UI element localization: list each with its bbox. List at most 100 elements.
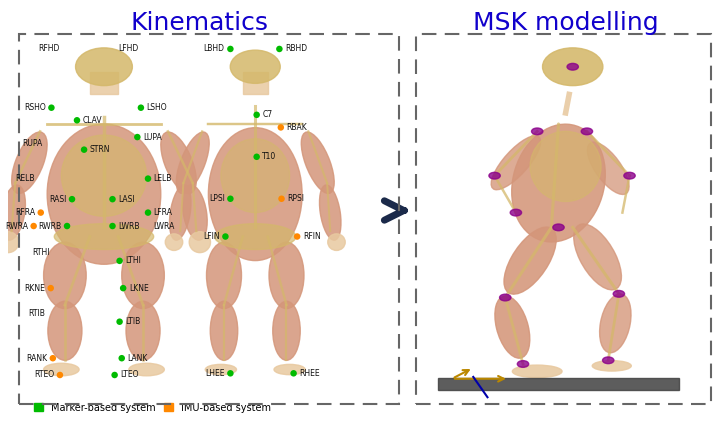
Text: LPSI: LPSI bbox=[209, 194, 225, 203]
Point bbox=[132, 134, 143, 141]
Ellipse shape bbox=[209, 128, 302, 261]
Point bbox=[106, 223, 118, 229]
Ellipse shape bbox=[513, 365, 562, 378]
Point bbox=[109, 372, 120, 378]
Point bbox=[220, 233, 232, 240]
Circle shape bbox=[603, 357, 614, 364]
Point bbox=[71, 117, 83, 124]
Ellipse shape bbox=[530, 131, 601, 202]
Circle shape bbox=[510, 209, 521, 216]
Ellipse shape bbox=[12, 132, 47, 194]
Text: RPSI: RPSI bbox=[287, 194, 304, 203]
Point bbox=[28, 223, 40, 229]
Ellipse shape bbox=[221, 139, 290, 213]
Text: RANK: RANK bbox=[26, 354, 47, 363]
Point bbox=[61, 223, 73, 229]
Text: LUPA: LUPA bbox=[143, 133, 162, 141]
Circle shape bbox=[567, 64, 578, 70]
Point bbox=[114, 258, 125, 264]
Point bbox=[275, 124, 287, 131]
Ellipse shape bbox=[301, 132, 334, 194]
Text: LFRA: LFRA bbox=[154, 208, 173, 217]
Ellipse shape bbox=[126, 301, 160, 360]
Ellipse shape bbox=[495, 296, 530, 358]
Point bbox=[45, 285, 57, 291]
Circle shape bbox=[624, 172, 635, 179]
Point bbox=[35, 209, 47, 216]
Text: RFIN: RFIN bbox=[303, 232, 321, 241]
Ellipse shape bbox=[122, 242, 165, 309]
Point bbox=[276, 195, 288, 202]
FancyBboxPatch shape bbox=[438, 378, 679, 390]
Ellipse shape bbox=[269, 242, 304, 309]
Text: LWRA: LWRA bbox=[154, 221, 175, 231]
Text: C7: C7 bbox=[262, 110, 273, 119]
Text: LFIN: LFIN bbox=[203, 232, 220, 241]
Text: LBHD: LBHD bbox=[203, 45, 225, 53]
Circle shape bbox=[489, 172, 500, 179]
Text: LWRB: LWRB bbox=[118, 221, 139, 231]
Point bbox=[142, 209, 154, 216]
Ellipse shape bbox=[170, 185, 191, 240]
Ellipse shape bbox=[0, 232, 19, 253]
Text: LTEO: LTEO bbox=[120, 370, 139, 379]
Point bbox=[116, 355, 127, 362]
Point bbox=[288, 370, 299, 377]
Point bbox=[251, 112, 262, 118]
Text: RASI: RASI bbox=[49, 195, 66, 204]
Point bbox=[46, 104, 58, 111]
Ellipse shape bbox=[129, 363, 165, 376]
Text: CLAV: CLAV bbox=[83, 116, 102, 125]
Text: RTIB: RTIB bbox=[28, 309, 45, 318]
Ellipse shape bbox=[210, 301, 238, 360]
Circle shape bbox=[581, 128, 592, 135]
Text: LHEE: LHEE bbox=[205, 369, 225, 378]
Ellipse shape bbox=[504, 227, 557, 294]
Ellipse shape bbox=[47, 124, 161, 264]
Ellipse shape bbox=[206, 242, 242, 309]
Ellipse shape bbox=[215, 224, 296, 250]
Ellipse shape bbox=[44, 363, 79, 376]
Point bbox=[47, 355, 58, 362]
Text: STRN: STRN bbox=[90, 145, 110, 154]
Text: RKNE: RKNE bbox=[24, 284, 45, 293]
Circle shape bbox=[500, 294, 511, 301]
Text: LSHO: LSHO bbox=[147, 103, 168, 112]
Ellipse shape bbox=[319, 185, 341, 240]
Ellipse shape bbox=[592, 361, 631, 371]
Ellipse shape bbox=[328, 234, 345, 250]
Text: LTIB: LTIB bbox=[125, 317, 140, 326]
Text: LASI: LASI bbox=[118, 195, 134, 204]
Ellipse shape bbox=[205, 364, 237, 375]
Ellipse shape bbox=[600, 294, 631, 353]
Text: LFHD: LFHD bbox=[118, 45, 139, 53]
Point bbox=[224, 370, 236, 377]
Point bbox=[291, 233, 303, 240]
Ellipse shape bbox=[161, 132, 196, 194]
Point bbox=[78, 146, 90, 153]
Point bbox=[66, 196, 78, 203]
Text: RSHO: RSHO bbox=[24, 103, 46, 112]
Point bbox=[251, 153, 262, 160]
Circle shape bbox=[613, 290, 625, 297]
Ellipse shape bbox=[230, 50, 280, 83]
Point bbox=[135, 104, 147, 111]
Point bbox=[106, 196, 118, 203]
Point bbox=[54, 372, 65, 378]
Text: RWRB: RWRB bbox=[38, 221, 61, 231]
Text: RHEE: RHEE bbox=[299, 369, 320, 378]
Legend: Marker-based system, IMU-based system: Marker-based system, IMU-based system bbox=[31, 400, 274, 416]
Ellipse shape bbox=[48, 301, 82, 360]
Text: RFRA: RFRA bbox=[15, 208, 35, 217]
Point bbox=[114, 318, 125, 325]
Ellipse shape bbox=[587, 142, 629, 195]
Circle shape bbox=[531, 128, 543, 135]
Ellipse shape bbox=[189, 232, 211, 253]
Ellipse shape bbox=[61, 135, 147, 216]
Circle shape bbox=[553, 224, 564, 231]
Ellipse shape bbox=[176, 132, 209, 194]
Text: RUPA: RUPA bbox=[22, 139, 42, 148]
Point bbox=[224, 195, 236, 202]
Point bbox=[274, 45, 285, 52]
Text: RELB: RELB bbox=[16, 174, 35, 183]
